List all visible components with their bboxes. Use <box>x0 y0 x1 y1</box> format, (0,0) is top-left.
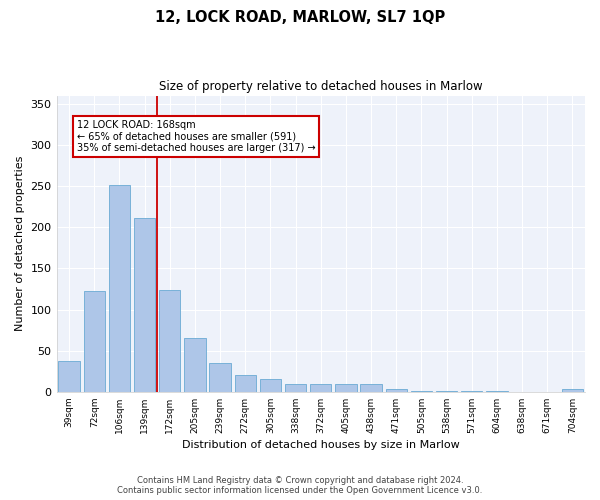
Bar <box>134 218 155 392</box>
Bar <box>209 363 231 392</box>
Bar <box>260 380 281 392</box>
Bar <box>411 391 432 392</box>
Bar <box>310 384 331 392</box>
Text: 12 LOCK ROAD: 168sqm
← 65% of detached houses are smaller (591)
35% of semi-deta: 12 LOCK ROAD: 168sqm ← 65% of detached h… <box>77 120 315 154</box>
Bar <box>461 391 482 392</box>
Bar <box>83 290 105 392</box>
Bar <box>386 388 407 392</box>
Bar <box>285 384 307 392</box>
Bar <box>159 290 181 392</box>
Text: 12, LOCK ROAD, MARLOW, SL7 1QP: 12, LOCK ROAD, MARLOW, SL7 1QP <box>155 10 445 25</box>
Bar <box>58 362 80 392</box>
Y-axis label: Number of detached properties: Number of detached properties <box>15 156 25 332</box>
Bar <box>184 338 206 392</box>
X-axis label: Distribution of detached houses by size in Marlow: Distribution of detached houses by size … <box>182 440 460 450</box>
Bar <box>361 384 382 392</box>
Bar <box>335 384 356 392</box>
Bar <box>109 186 130 392</box>
Bar <box>235 376 256 392</box>
Bar <box>436 391 457 392</box>
Title: Size of property relative to detached houses in Marlow: Size of property relative to detached ho… <box>159 80 482 93</box>
Text: Contains HM Land Registry data © Crown copyright and database right 2024.
Contai: Contains HM Land Registry data © Crown c… <box>118 476 482 495</box>
Bar <box>562 390 583 392</box>
Bar <box>486 391 508 392</box>
